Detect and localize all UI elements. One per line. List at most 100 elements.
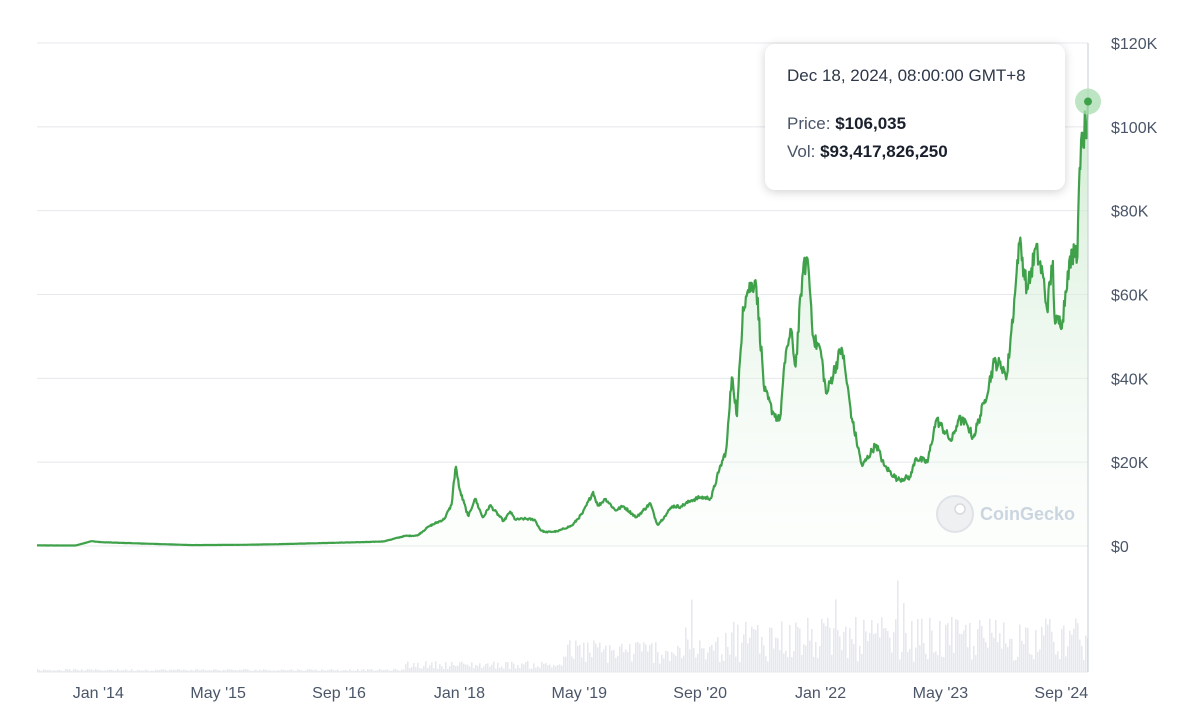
volume-bar [541, 661, 543, 672]
volume-bar [709, 646, 711, 672]
volume-bar [895, 619, 897, 672]
volume-bar [727, 646, 729, 672]
volume-bar [871, 620, 873, 672]
volume-bar [723, 660, 725, 672]
coingecko-logo-eye [954, 503, 966, 515]
volume-bar [1003, 622, 1005, 672]
volume-bar [511, 661, 513, 672]
x-tick-label: Jan '22 [795, 685, 846, 702]
volume-bar [261, 670, 263, 672]
volume-bar [189, 670, 191, 672]
volume-bar [519, 668, 521, 672]
volume-bar [617, 655, 619, 672]
volume-bar [1063, 625, 1065, 672]
x-tick-label: Jan '14 [73, 685, 124, 702]
volume-bar [731, 632, 733, 672]
volume-bar [219, 670, 221, 672]
volume-bar [253, 670, 255, 672]
volume-bar [1053, 641, 1055, 672]
volume-bar [299, 670, 301, 672]
volume-bar [697, 653, 699, 672]
volume-bar [737, 624, 739, 672]
volume-bar [203, 669, 205, 672]
volume-bar [153, 670, 155, 672]
volume-bar [43, 669, 45, 672]
volume-bar [587, 642, 589, 672]
volume-bar [199, 670, 201, 672]
volume-bar [145, 669, 147, 672]
volume-bar [1037, 651, 1039, 672]
volume-bar [579, 644, 581, 672]
volume-bar [1057, 651, 1059, 672]
volume-bar [989, 618, 991, 672]
volume-bar [703, 648, 705, 672]
volume-bar [971, 659, 973, 672]
volume-bar [121, 670, 123, 672]
volume-bar [523, 664, 525, 672]
volume-bar [749, 637, 751, 672]
volume-bar [495, 668, 497, 672]
volume-bar [827, 618, 829, 672]
volume-bar [405, 664, 407, 672]
volume-bar [563, 656, 565, 672]
volume-bar [453, 664, 455, 672]
volume-bar [441, 666, 443, 672]
volume-bar [861, 653, 863, 672]
volume-bar [283, 669, 285, 672]
volume-bar [979, 620, 981, 672]
volume-bar [357, 669, 359, 672]
volume-bar [571, 656, 573, 672]
volume-bar [643, 642, 645, 672]
volume-bar [1083, 659, 1085, 672]
volume-bar [639, 643, 641, 672]
volume-bar [363, 669, 365, 672]
volume-bar [781, 621, 783, 672]
volume-bar [517, 665, 519, 672]
volume-bar [93, 670, 95, 672]
tooltip-price-value: $106,035 [835, 114, 907, 133]
volume-bar [375, 670, 377, 672]
volume-bar [949, 645, 951, 672]
volume-bar [943, 657, 945, 672]
volume-bar [105, 670, 107, 672]
volume-bar [597, 647, 599, 672]
volume-bar [969, 622, 971, 672]
volume-bar [1033, 659, 1035, 672]
volume-bar [935, 651, 937, 672]
volume-bar [185, 670, 187, 672]
volume-bar [167, 670, 169, 672]
volume-bar [263, 669, 265, 672]
volume-bar [179, 669, 181, 672]
volume-bar [131, 669, 133, 672]
volume-bar [545, 663, 547, 672]
volume-bar [147, 670, 149, 672]
y-tick-label: $120K [1111, 36, 1158, 53]
volume-bar [95, 669, 97, 672]
volume-bar [713, 650, 715, 672]
volume-bar [955, 619, 957, 672]
volume-bar [961, 634, 963, 672]
volume-bar [103, 670, 105, 672]
volume-bar [695, 657, 697, 672]
volume-bar [1069, 630, 1071, 672]
volume-bar [207, 670, 209, 672]
volume-bar [1045, 618, 1047, 672]
volume-bar [683, 655, 685, 672]
volume-bar [381, 670, 383, 672]
volume-bar [497, 662, 499, 672]
volume-bar [291, 669, 293, 672]
volume-bar [123, 670, 125, 672]
volume-bar [671, 652, 673, 672]
volume-bar [583, 642, 585, 672]
watermark: CoinGecko [936, 495, 1075, 533]
volume-bar [783, 653, 785, 672]
volume-bar [215, 669, 217, 672]
volume-bar [599, 642, 601, 672]
volume-bar [211, 670, 213, 672]
volume-bar [651, 643, 653, 672]
volume-bar [769, 627, 771, 672]
volume-bar [1027, 628, 1029, 672]
volume-bar [539, 667, 541, 672]
volume-bar [435, 661, 437, 672]
volume-bar [115, 670, 117, 672]
